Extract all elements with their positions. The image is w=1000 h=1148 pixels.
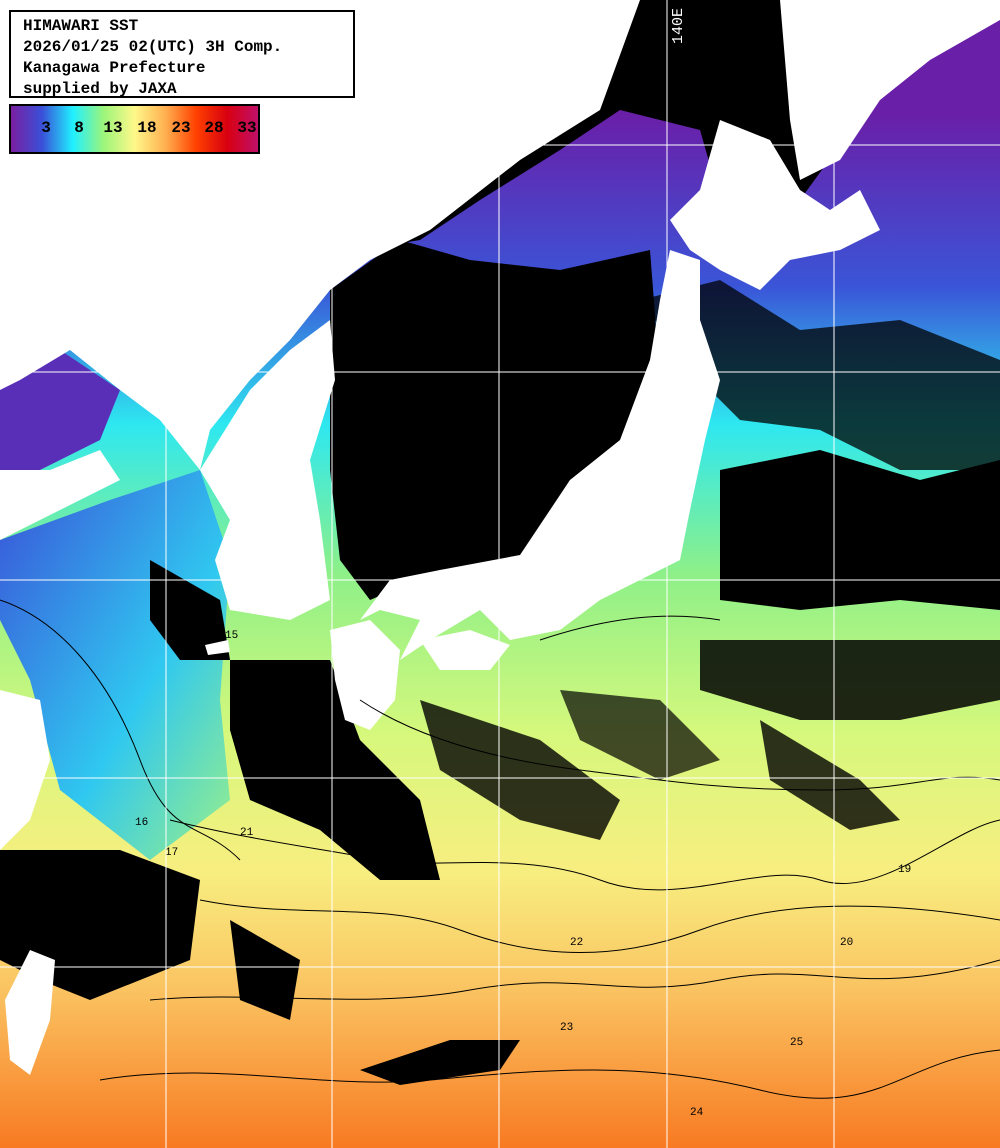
land-hokkaido: [670, 120, 880, 290]
title-box: HIMAWARI SST 2026/01/25 02(UTC) 3H Comp.…: [9, 10, 355, 98]
yellow-sea: [0, 470, 230, 860]
timestamp: 2026/01/25 02(UTC) 3H Comp.: [23, 38, 283, 56]
bohai-sea: [0, 350, 120, 470]
land-shikoku: [420, 630, 510, 670]
contour-label: 24: [690, 1107, 704, 1119]
sst-contours: [0, 599, 1000, 1099]
land-taiwan: [5, 950, 55, 1075]
legend-tick: 18: [137, 119, 157, 137]
land-china-coast: [0, 690, 50, 850]
contour-label: 20: [840, 937, 853, 949]
legend-tick: 3: [41, 119, 51, 137]
legend-tick: 13: [103, 119, 123, 137]
legend-tick: 33: [237, 119, 257, 137]
organization: Kanagawa Prefecture: [23, 59, 206, 77]
latitude-label-40n: 40N: [14, 352, 42, 369]
land-jeju: [205, 640, 230, 655]
contour-label: 15: [225, 630, 238, 642]
contour-label: 22: [570, 937, 583, 949]
land-shandong: [0, 450, 120, 540]
legend-tick: 23: [171, 119, 191, 137]
legend-tick: 28: [204, 119, 224, 137]
land-sakhalin-kurils: [780, 0, 1000, 180]
data-source: supplied by JAXA: [23, 80, 177, 98]
contour-label: 16: [135, 817, 148, 829]
contour-label: 25: [790, 1037, 803, 1049]
contour-value-labels: 15 16 17 19 20 21 22 23 24 25: [135, 630, 911, 1119]
contour-label: 23: [560, 1022, 573, 1034]
land-korea: [200, 320, 335, 620]
contour-label: 17: [165, 847, 178, 859]
longitude-label-140e: 140E: [670, 7, 687, 44]
product-title: HIMAWARI SST: [23, 17, 139, 35]
contour-label: 21: [240, 827, 254, 839]
land-kyushu: [330, 620, 400, 730]
land-honshu: [360, 250, 720, 660]
contour-label: 19: [898, 864, 911, 876]
latitude-label-30n: 30N: [14, 759, 42, 776]
legend-tick: 8: [74, 119, 84, 137]
color-scale-legend: 3 8 13 18 23 28 33: [9, 104, 260, 154]
